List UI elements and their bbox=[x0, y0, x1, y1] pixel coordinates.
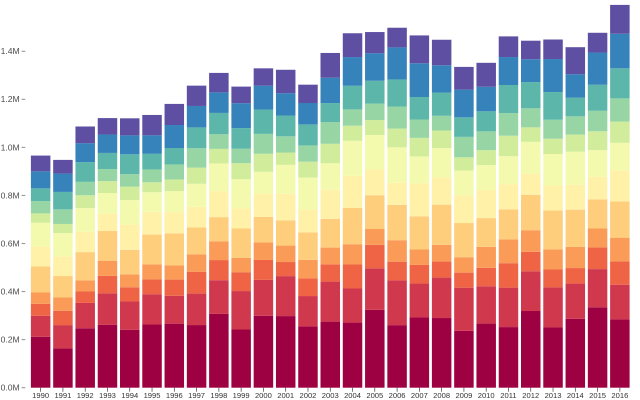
svg-text:2004: 2004 bbox=[344, 391, 361, 400]
svg-text:2003: 2003 bbox=[322, 391, 339, 400]
svg-text:2014: 2014 bbox=[567, 391, 584, 400]
svg-text:1995: 1995 bbox=[144, 391, 161, 400]
svg-text:0.6M: 0.6M bbox=[1, 238, 20, 248]
svg-text:1.2M: 1.2M bbox=[1, 94, 20, 104]
svg-text:0.4M: 0.4M bbox=[1, 286, 20, 296]
svg-text:2010: 2010 bbox=[478, 391, 495, 400]
svg-text:1.4M: 1.4M bbox=[1, 46, 20, 56]
svg-text:2016: 2016 bbox=[611, 391, 628, 400]
svg-text:2013: 2013 bbox=[545, 391, 562, 400]
svg-text:0.0M: 0.0M bbox=[1, 383, 20, 393]
svg-text:1994: 1994 bbox=[121, 391, 138, 400]
svg-text:1993: 1993 bbox=[99, 391, 116, 400]
svg-text:1.0M: 1.0M bbox=[1, 142, 20, 152]
svg-text:1996: 1996 bbox=[166, 391, 183, 400]
svg-text:0.8M: 0.8M bbox=[1, 190, 20, 200]
svg-text:2001: 2001 bbox=[277, 391, 294, 400]
svg-text:2006: 2006 bbox=[389, 391, 406, 400]
svg-text:2012: 2012 bbox=[522, 391, 539, 400]
svg-text:2011: 2011 bbox=[500, 391, 516, 400]
svg-text:1990: 1990 bbox=[32, 391, 49, 400]
svg-text:0.2M: 0.2M bbox=[1, 335, 20, 345]
svg-text:1991: 1991 bbox=[54, 391, 71, 400]
svg-text:2000: 2000 bbox=[255, 391, 272, 400]
svg-text:2005: 2005 bbox=[366, 391, 383, 400]
svg-text:1997: 1997 bbox=[188, 391, 205, 400]
svg-text:2007: 2007 bbox=[411, 391, 428, 400]
svg-text:1992: 1992 bbox=[77, 391, 94, 400]
svg-text:1999: 1999 bbox=[233, 391, 250, 400]
svg-text:2008: 2008 bbox=[433, 391, 450, 400]
svg-text:2009: 2009 bbox=[455, 391, 472, 400]
svg-text:2002: 2002 bbox=[300, 391, 317, 400]
svg-text:2015: 2015 bbox=[589, 391, 606, 400]
svg-text:1998: 1998 bbox=[210, 391, 227, 400]
